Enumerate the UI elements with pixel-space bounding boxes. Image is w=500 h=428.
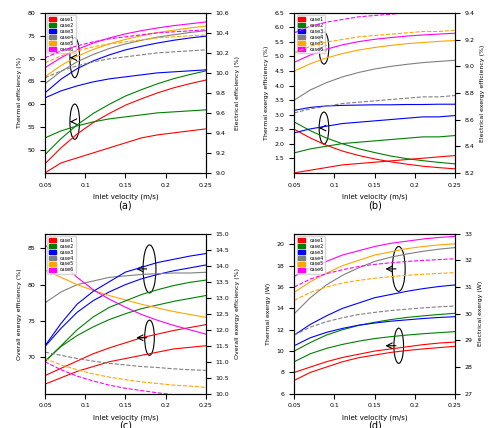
X-axis label: Inlet velocity (m/s): Inlet velocity (m/s) (342, 193, 407, 200)
Legend: case1, case2, case3, case4, case5, case6: case1, case2, case3, case4, case5, case6 (48, 15, 76, 53)
Legend: case1, case2, case3, case4, case5, case6: case1, case2, case3, case4, case5, case6 (296, 236, 325, 274)
Y-axis label: Thermal efficiency (%): Thermal efficiency (%) (17, 57, 22, 128)
Text: (a): (a) (118, 200, 132, 210)
Y-axis label: Thermal exergy efficiency (%): Thermal exergy efficiency (%) (264, 46, 269, 140)
X-axis label: Inlet velocity (m/s): Inlet velocity (m/s) (92, 414, 158, 421)
Y-axis label: Electrical exergy (W): Electrical exergy (W) (478, 281, 484, 346)
Legend: case1, case2, case3, case4, case5, case6: case1, case2, case3, case4, case5, case6 (48, 236, 76, 274)
Text: (d): (d) (368, 421, 382, 428)
Text: (c): (c) (119, 421, 132, 428)
Y-axis label: Overall energy efficiency (%): Overall energy efficiency (%) (17, 268, 22, 360)
X-axis label: Inlet velocity (m/s): Inlet velocity (m/s) (92, 193, 158, 200)
Y-axis label: Electrical efficiency (%): Electrical efficiency (%) (235, 56, 240, 130)
Legend: case1, case2, case3, case4, case5, case6: case1, case2, case3, case4, case5, case6 (296, 15, 325, 53)
Y-axis label: Thermal exergy (W): Thermal exergy (W) (266, 282, 271, 345)
Y-axis label: Electrical exergy efficiency (%): Electrical exergy efficiency (%) (480, 44, 486, 142)
Text: (b): (b) (368, 200, 382, 210)
Y-axis label: Overall exergy efficiency (%): Overall exergy efficiency (%) (235, 268, 240, 359)
X-axis label: Inlet velocity (m/s): Inlet velocity (m/s) (342, 414, 407, 421)
